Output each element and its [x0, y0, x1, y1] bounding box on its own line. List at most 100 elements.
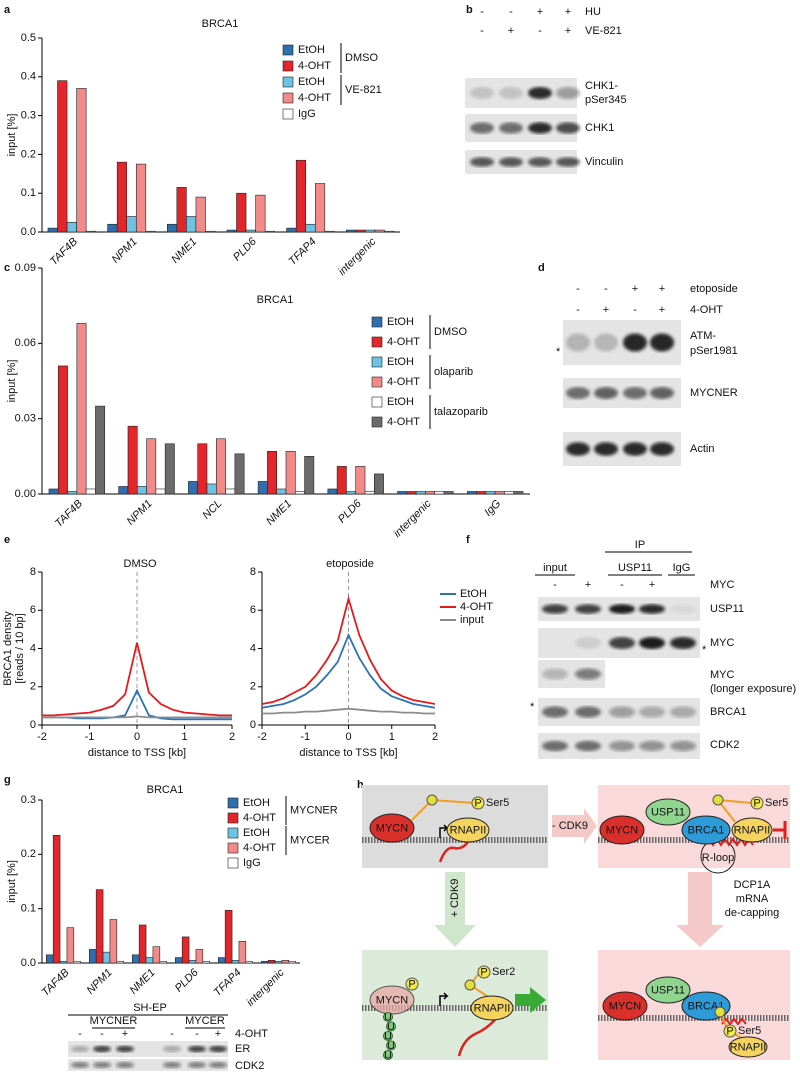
band-label: MYC — [710, 669, 735, 681]
x-tick-label: -2 — [37, 731, 47, 743]
x-tick-label: PLD6 — [231, 235, 260, 264]
phospho-label: P — [474, 797, 481, 809]
legend-swatch — [371, 336, 383, 348]
y-axis-label: input [%] — [6, 360, 18, 403]
y-tick-label: 2 — [250, 681, 256, 693]
x-tick-label: NCL — [200, 498, 224, 522]
arrow-label: + CDK9 — [449, 879, 461, 918]
panel-label: h — [357, 779, 364, 791]
x-tick-label: intergenic — [336, 235, 379, 278]
panel-label: d — [538, 262, 545, 274]
band — [609, 604, 635, 614]
bar — [314, 183, 326, 233]
group-label: USP11 — [618, 562, 652, 574]
condition-mark: + — [603, 304, 609, 316]
band — [623, 387, 647, 399]
legend-swatch — [371, 376, 383, 388]
bar — [73, 961, 81, 964]
condition-mark: - — [576, 283, 580, 295]
bar — [195, 949, 204, 964]
rna — [438, 841, 469, 863]
band — [639, 637, 665, 649]
x-tick-label: 0 — [345, 731, 351, 743]
bar — [476, 491, 487, 495]
band — [670, 706, 696, 718]
phospho — [723, 1024, 737, 1038]
band — [575, 740, 601, 752]
bar — [107, 223, 118, 233]
site-label: Ser5 — [738, 1025, 761, 1037]
line — [42, 642, 232, 717]
group-label: IgG — [673, 562, 691, 574]
x-tick-label: intergenic — [391, 497, 434, 540]
band — [542, 740, 568, 752]
bar — [264, 230, 275, 233]
panel-label: b — [466, 4, 473, 16]
x-tick-label: TAF4B — [40, 967, 72, 999]
y-tick-label: 4 — [250, 642, 256, 654]
bar — [167, 223, 178, 233]
y-tick-label: 0.3 — [21, 794, 36, 806]
band-label: Actin — [690, 443, 714, 455]
phospho-label: P — [408, 978, 415, 990]
arrow-label: DCP1A — [734, 879, 771, 891]
bar — [159, 961, 168, 964]
legend-label: 4-OHT — [298, 60, 331, 72]
condition-mark: + — [585, 579, 591, 591]
band — [499, 122, 523, 134]
band — [528, 122, 552, 134]
bar — [188, 959, 197, 964]
band — [71, 1045, 89, 1053]
rnapii — [470, 995, 514, 1021]
mycn-label: MYCN — [606, 824, 638, 836]
condition-label: MYC — [710, 579, 735, 591]
bar — [504, 491, 515, 495]
condition-mark: - — [633, 304, 637, 316]
bar — [57, 365, 68, 495]
bar — [118, 486, 129, 495]
band — [639, 740, 665, 752]
legend-label: 4-OHT — [298, 92, 331, 104]
band — [650, 387, 674, 399]
rnapii-label: RNAPII — [734, 824, 771, 836]
bar — [95, 889, 104, 964]
ubiquitin — [386, 1040, 396, 1051]
ctd-bead — [712, 794, 724, 806]
blot-panel — [68, 1059, 228, 1071]
band-label: MYCNER — [690, 387, 738, 399]
x-tick-label: NPM1 — [110, 236, 140, 266]
x-tick-label: TFAP4 — [287, 236, 319, 268]
condition-mark: + — [659, 283, 665, 295]
bar — [305, 223, 316, 233]
bar — [238, 940, 247, 964]
brca1-label: BRCA1 — [688, 824, 725, 836]
legend-group-label: MYCER — [290, 834, 330, 846]
legend-group-label: MYCNER — [290, 804, 338, 816]
y-tick-label: 4 — [30, 642, 36, 654]
band — [470, 122, 494, 134]
legend-swatch — [227, 827, 239, 839]
rnapii — [446, 817, 490, 843]
mycn-label: MYCN — [609, 1000, 641, 1012]
bar — [76, 88, 87, 233]
line — [261, 595, 436, 705]
bar — [225, 488, 236, 495]
bar — [47, 227, 58, 233]
bar — [513, 491, 524, 495]
arrow-label: - CDK9 — [552, 820, 588, 832]
band — [71, 1062, 89, 1068]
band — [163, 1045, 181, 1053]
group-label: MYCNER — [90, 1015, 138, 1027]
bar — [59, 961, 68, 964]
mycn — [369, 813, 415, 843]
band-label: MYC — [710, 637, 735, 649]
band-marker: * — [702, 644, 707, 656]
legend-swatch — [227, 797, 239, 809]
bar — [175, 957, 183, 964]
phospho — [405, 977, 419, 991]
bar — [374, 473, 384, 495]
bar — [236, 192, 247, 233]
bar — [260, 961, 269, 964]
condition-mark: - — [538, 25, 542, 37]
